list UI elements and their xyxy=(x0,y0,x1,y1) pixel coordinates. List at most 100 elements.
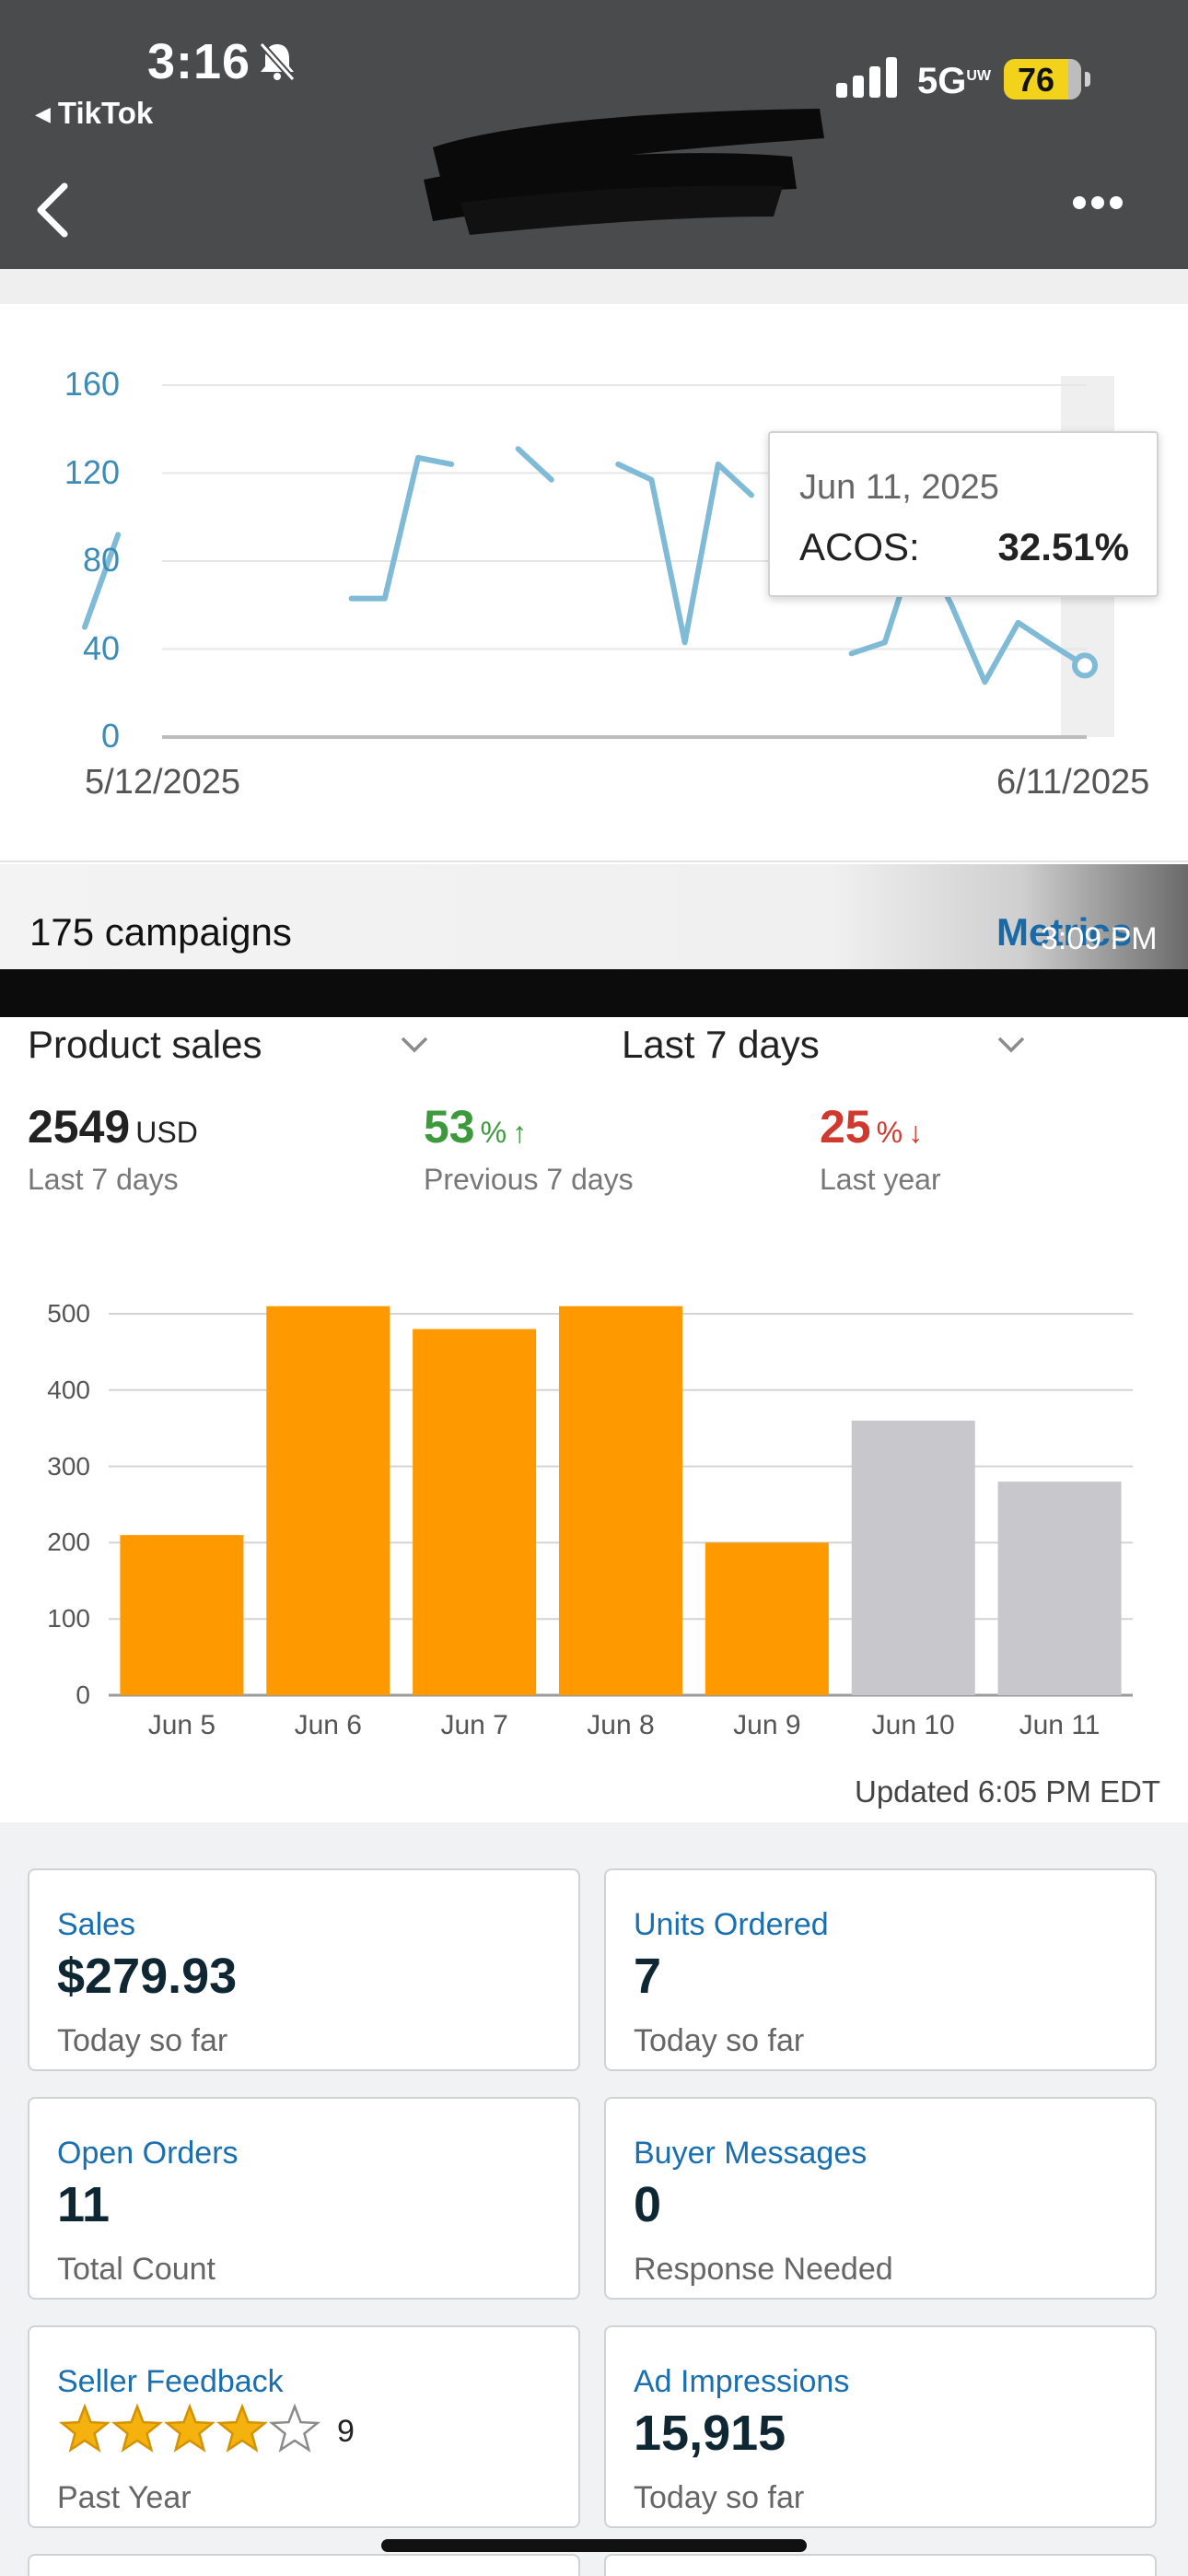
y-axis-tick-label: 40 xyxy=(82,628,120,667)
sales-bar-jun-9[interactable] xyxy=(705,1542,829,1695)
partial-card-left[interactable] xyxy=(28,2554,580,2576)
kpi-label: Last 7 days xyxy=(28,1163,179,1196)
x-axis-tick-label: Jun 10 xyxy=(871,1710,955,1740)
card-title: Ad Impressions xyxy=(634,2364,850,2399)
campaign-bar: 175 campaigns Metrics 3:09 PM xyxy=(0,864,1188,969)
ad-impressions-card[interactable]: Ad Impressions 15,915 Today so far xyxy=(604,2325,1157,2528)
kpi-label: Previous 7 days xyxy=(424,1163,634,1196)
y-axis-tick-label: 120 xyxy=(64,452,120,491)
kpi-label: Last year xyxy=(820,1163,941,1196)
x-axis-tick-label: Jun 11 xyxy=(1019,1710,1101,1740)
top-bar: 3:16 ◀ TikTok 5GUW 76 xyxy=(0,0,1188,269)
arrow-up-icon: ↑ xyxy=(512,1116,528,1149)
acos-line-chart-panel: 160 120 80 40 0 5/12/2025 6/11/2025 Jun 11, … xyxy=(0,304,1188,862)
metrics-link[interactable]: Metrics xyxy=(996,910,1133,954)
kpi-unit: USD xyxy=(135,1116,198,1149)
card-subtitle: Past Year xyxy=(57,2480,192,2515)
sales-bar-jun-8[interactable] xyxy=(559,1306,682,1695)
updated-timestamp: Updated 6:05 PM EDT xyxy=(855,1774,1160,1809)
x-axis-tick-label: Jun 5 xyxy=(147,1710,216,1740)
sales-bar-jun-5[interactable] xyxy=(120,1535,244,1695)
card-value: $279.93 xyxy=(57,1949,238,2004)
back-triangle-icon: ◀ xyxy=(35,102,51,125)
x-axis-tick-label: Jun 6 xyxy=(294,1710,362,1740)
feedback-count: 9 xyxy=(337,2414,355,2449)
chevron-down-icon[interactable] xyxy=(400,1036,429,1054)
x-axis-end-label: 6/11/2025 xyxy=(996,763,1150,802)
buyer-messages-card[interactable]: Buyer Messages 0 Response Needed xyxy=(604,2097,1157,2300)
chevron-down-icon[interactable] xyxy=(996,1036,1026,1054)
back-chevron-icon[interactable] xyxy=(33,181,70,240)
metric-dropdown[interactable]: Product sales xyxy=(28,1023,262,1066)
card-title: Units Ordered xyxy=(634,1907,829,1942)
acos-line-segment xyxy=(515,446,554,483)
open-orders-card[interactable]: Open Orders 11 Total Count xyxy=(28,2097,580,2300)
kpi-value: 2549 USD xyxy=(28,1100,204,1153)
x-axis-start-label: 5/12/2025 xyxy=(85,763,241,802)
sales-section: Product sales Last 7 days 2549 USD Last 7 … xyxy=(0,1017,1188,1822)
network-sup-label: UW xyxy=(966,68,992,84)
arrow-down-icon: ↓ xyxy=(908,1116,924,1149)
kpi-value: 53% ↑ xyxy=(424,1100,527,1153)
kpi-unit: % xyxy=(876,1116,903,1149)
selected-data-point[interactable] xyxy=(1072,652,1098,679)
back-to-app-link[interactable]: ◀ TikTok xyxy=(35,96,153,131)
card-value: 15,915 xyxy=(634,2406,786,2461)
x-axis-tick-label: Jun 8 xyxy=(587,1710,655,1740)
chart-tooltip: Jun 11, 2025 ACOS: 32.51% xyxy=(768,431,1159,597)
seller-feedback-card[interactable]: Seller Feedback 9 Past Year xyxy=(28,2325,580,2528)
sales-bar-jun-7[interactable] xyxy=(413,1329,537,1695)
capture-timestamp: 3:09 PM xyxy=(1041,921,1158,956)
card-value: 11 xyxy=(57,2177,111,2232)
card-title: Open Orders xyxy=(57,2136,239,2171)
card-subtitle: Today so far xyxy=(57,2023,228,2058)
card-value: 7 xyxy=(634,1949,662,2004)
x-axis-tick-label: Jun 7 xyxy=(440,1710,508,1740)
star-filled-icon xyxy=(163,2403,216,2453)
home-indicator[interactable] xyxy=(381,2539,807,2552)
product-sales-bar-chart[interactable] xyxy=(0,1017,1188,1754)
back-app-label: TikTok xyxy=(57,96,154,130)
card-subtitle: Today so far xyxy=(634,2480,805,2515)
tooltip-value: 32.51% xyxy=(997,525,1129,568)
card-subtitle: Response Needed xyxy=(634,2252,893,2287)
card-title: Sales xyxy=(57,1907,136,1942)
cell-signal-icon xyxy=(836,57,897,98)
more-options-icon[interactable] xyxy=(1072,195,1124,210)
y-axis-tick-label: 400 xyxy=(47,1375,90,1404)
silent-bell-icon xyxy=(259,41,296,81)
star-rating xyxy=(58,2403,321,2453)
card-subtitle: Total Count xyxy=(57,2252,215,2287)
card-subtitle: Today so far xyxy=(634,2023,805,2058)
kpi-value: 25% ↓ xyxy=(820,1100,923,1153)
kpi-number: 25 xyxy=(820,1101,871,1153)
card-title: Buyer Messages xyxy=(634,2136,868,2171)
kpi-number: 2549 xyxy=(28,1101,131,1153)
acos-line-segment xyxy=(615,461,754,646)
sales-bar-jun-11[interactable] xyxy=(997,1481,1122,1695)
y-axis-tick-label: 300 xyxy=(47,1451,90,1481)
panel-gap xyxy=(0,269,1188,304)
acos-line-segment xyxy=(348,454,455,602)
partial-card-right[interactable] xyxy=(604,2554,1157,2576)
y-axis-tick-label: 0 xyxy=(76,1680,90,1709)
y-axis-tick-label: 80 xyxy=(82,541,120,579)
screenshot-divider xyxy=(0,969,1188,1017)
battery-tip xyxy=(1085,72,1090,87)
range-dropdown[interactable]: Last 7 days xyxy=(622,1023,820,1066)
acos-line-segment xyxy=(82,532,122,630)
units-ordered-card[interactable]: Units Ordered 7 Today so far xyxy=(604,1868,1157,2071)
x-axis-tick-label: Jun 9 xyxy=(733,1710,801,1740)
card-value: 0 xyxy=(634,2177,662,2232)
sales-bar-jun-6[interactable] xyxy=(266,1306,390,1695)
sales-card[interactable]: Sales $279.93 Today so far xyxy=(28,1868,580,2071)
network-label: 5G xyxy=(917,61,967,101)
summary-cards: Sales $279.93 Today so far Units Ordered… xyxy=(0,1822,1188,2576)
status-time: 3:16 xyxy=(147,34,251,89)
campaign-count: 175 campaigns xyxy=(29,910,292,954)
y-axis-tick-label: 200 xyxy=(47,1528,90,1557)
sales-bar-jun-10[interactable] xyxy=(851,1420,975,1695)
star-filled-icon xyxy=(58,2403,111,2453)
battery-empty-segment xyxy=(1068,59,1081,100)
network-type: 5GUW xyxy=(917,61,991,102)
